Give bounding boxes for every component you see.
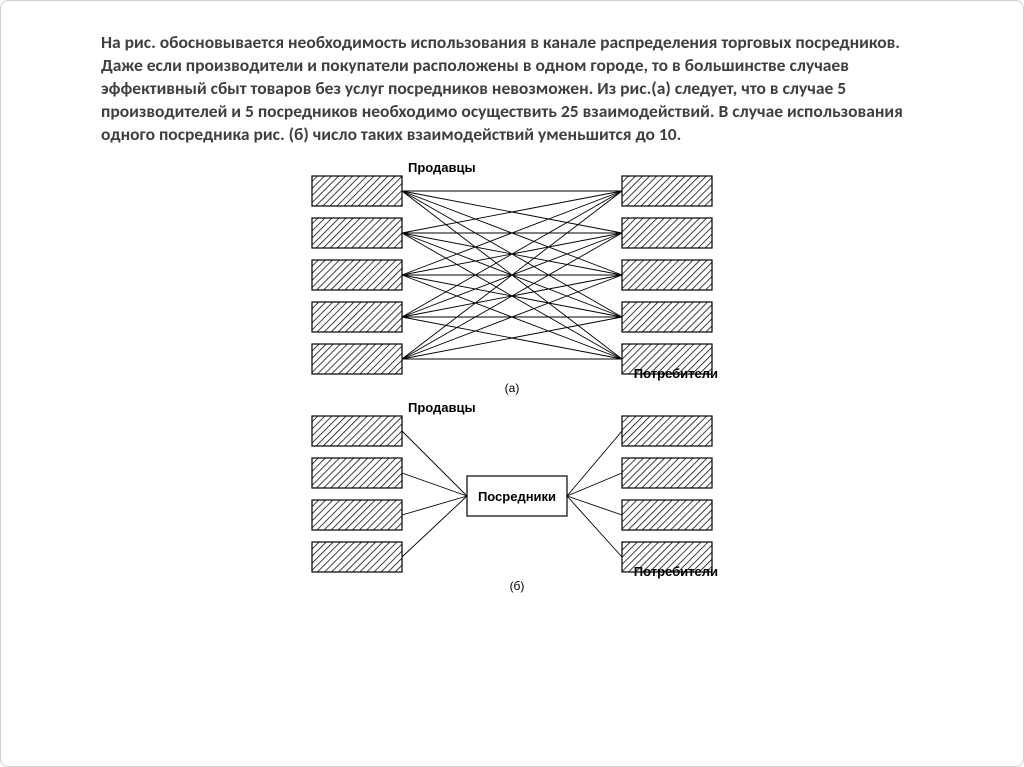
panel-b: Посредники Продавцы Потребители (б) (312, 400, 718, 593)
description-paragraph: На рис. обосновывается необходимость исп… (101, 31, 933, 146)
seller-box (312, 302, 402, 332)
consumers-label-b: Потребители (634, 564, 718, 579)
seller-box (312, 458, 402, 488)
seller-box (312, 176, 402, 206)
consumer-box (622, 176, 712, 206)
consumer-box (622, 416, 712, 446)
edge-b-right (567, 473, 622, 496)
seller-box (312, 260, 402, 290)
consumer-box (622, 218, 712, 248)
diagram-canvas: Продавцы Потребители (а) Посредники Продавц… (252, 156, 772, 636)
consumer-box (622, 260, 712, 290)
panel-a: Продавцы Потребители (а) (312, 160, 718, 395)
seller-box (312, 542, 402, 572)
consumer-box (622, 500, 712, 530)
consumers-label: Потребители (634, 366, 718, 381)
edge-b-left (402, 431, 467, 496)
edge-b-right (567, 431, 622, 496)
seller-box (312, 416, 402, 446)
seller-box (312, 218, 402, 248)
consumer-box (622, 458, 712, 488)
seller-box (312, 500, 402, 530)
intermediary-label: Посредники (478, 489, 556, 504)
edge-b-left (402, 473, 467, 496)
panel-b-caption: (б) (510, 579, 525, 593)
consumer-box (622, 302, 712, 332)
panel-a-caption: (а) (505, 381, 520, 395)
sellers-label-b: Продавцы (408, 400, 476, 415)
seller-box (312, 344, 402, 374)
sellers-label: Продавцы (408, 160, 476, 175)
